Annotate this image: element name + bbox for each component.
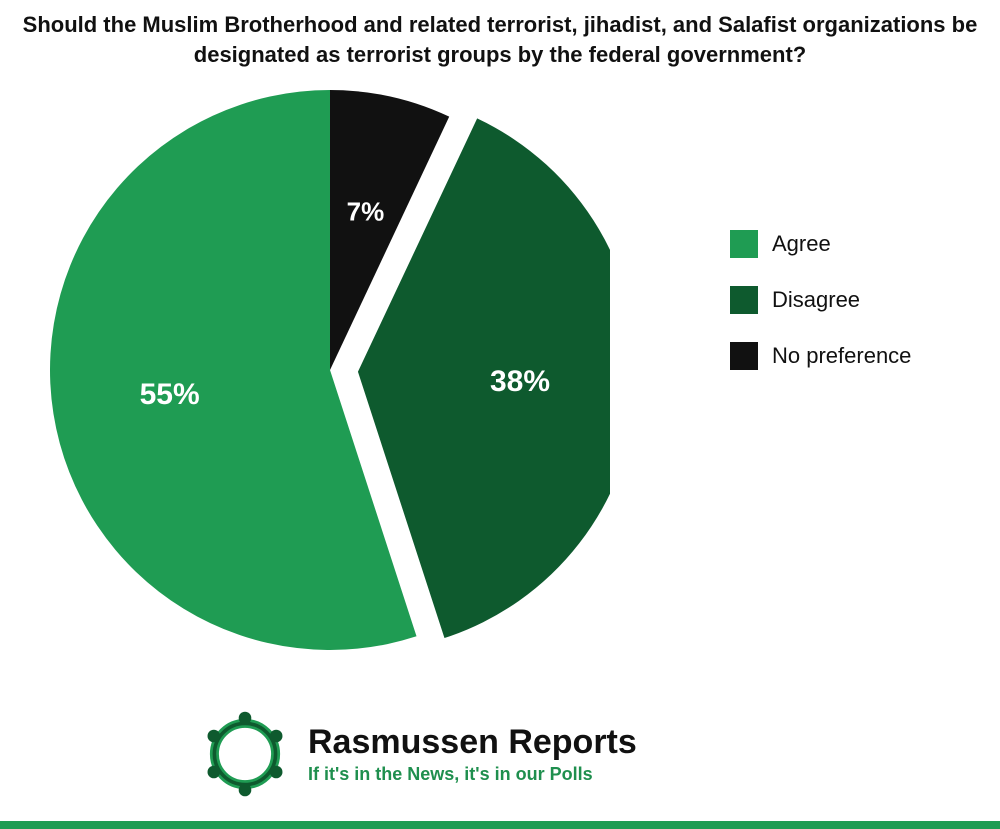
legend-swatch	[730, 230, 758, 258]
pie-slice-label: 7%	[347, 196, 385, 227]
legend-item: No preference	[730, 342, 911, 370]
footer: Rasmussen Reports If it's in the News, i…	[0, 689, 1000, 829]
footer-accent-bar	[0, 821, 1000, 829]
legend-item: Agree	[730, 230, 911, 258]
brand-logo-icon	[200, 709, 290, 799]
legend-swatch	[730, 286, 758, 314]
brand: Rasmussen Reports If it's in the News, i…	[200, 709, 637, 799]
chart-title: Should the Muslim Brotherhood and relate…	[20, 10, 980, 69]
chart-container: Should the Muslim Brotherhood and relate…	[0, 0, 1000, 829]
legend-label: Agree	[772, 231, 831, 257]
pie-chart: 7% 38% 55%	[50, 90, 610, 650]
pie-slice-label: 55%	[140, 378, 200, 412]
pie-slice-label: 38%	[490, 365, 550, 399]
legend: Agree Disagree No preference	[730, 230, 911, 398]
legend-swatch	[730, 342, 758, 370]
legend-label: Disagree	[772, 287, 860, 313]
brand-tagline: If it's in the News, it's in our Polls	[308, 764, 637, 785]
brand-text: Rasmussen Reports If it's in the News, i…	[308, 723, 637, 785]
brand-name: Rasmussen Reports	[308, 723, 637, 762]
legend-label: No preference	[772, 343, 911, 369]
legend-item: Disagree	[730, 286, 911, 314]
